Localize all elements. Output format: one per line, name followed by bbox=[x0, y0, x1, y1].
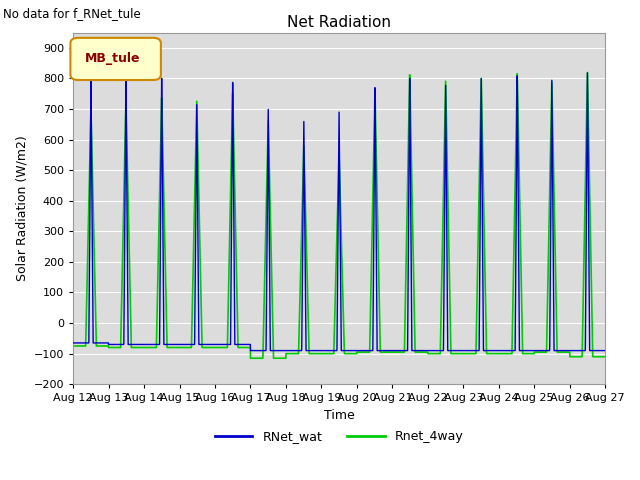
RNet_wat bbox=[319, 348, 327, 353]
Text: MB_tule: MB_tule bbox=[85, 52, 141, 65]
X-axis label: Time: Time bbox=[324, 409, 355, 422]
Rnet_4way bbox=[69, 343, 77, 349]
Rnet_4way bbox=[429, 351, 436, 357]
RNet_wat bbox=[246, 348, 254, 353]
RNet_wat bbox=[165, 342, 173, 348]
Rnet_4way bbox=[513, 70, 520, 75]
RNet_wat bbox=[429, 348, 436, 353]
Rnet_4way bbox=[458, 351, 466, 357]
Rnet_4way bbox=[601, 354, 609, 360]
Text: No data for f_RNet_tule: No data for f_RNet_tule bbox=[3, 7, 141, 20]
RNet_wat bbox=[602, 348, 609, 353]
Rnet_4way bbox=[319, 351, 327, 357]
Line: RNet_wat: RNet_wat bbox=[73, 73, 605, 350]
RNet_wat bbox=[458, 348, 466, 353]
Title: Net Radiation: Net Radiation bbox=[287, 15, 391, 30]
RNet_wat bbox=[513, 70, 520, 76]
FancyBboxPatch shape bbox=[70, 38, 161, 80]
Rnet_4way bbox=[602, 354, 609, 360]
Rnet_4way bbox=[488, 351, 496, 357]
RNet_wat bbox=[601, 348, 609, 353]
Legend: RNet_wat, Rnet_4way: RNet_wat, Rnet_4way bbox=[210, 425, 468, 448]
Y-axis label: Solar Radiation (W/m2): Solar Radiation (W/m2) bbox=[15, 135, 28, 281]
RNet_wat bbox=[69, 340, 77, 346]
RNet_wat bbox=[488, 348, 496, 353]
Rnet_4way bbox=[165, 345, 173, 350]
Line: Rnet_4way: Rnet_4way bbox=[73, 72, 605, 358]
Rnet_4way bbox=[246, 355, 254, 361]
